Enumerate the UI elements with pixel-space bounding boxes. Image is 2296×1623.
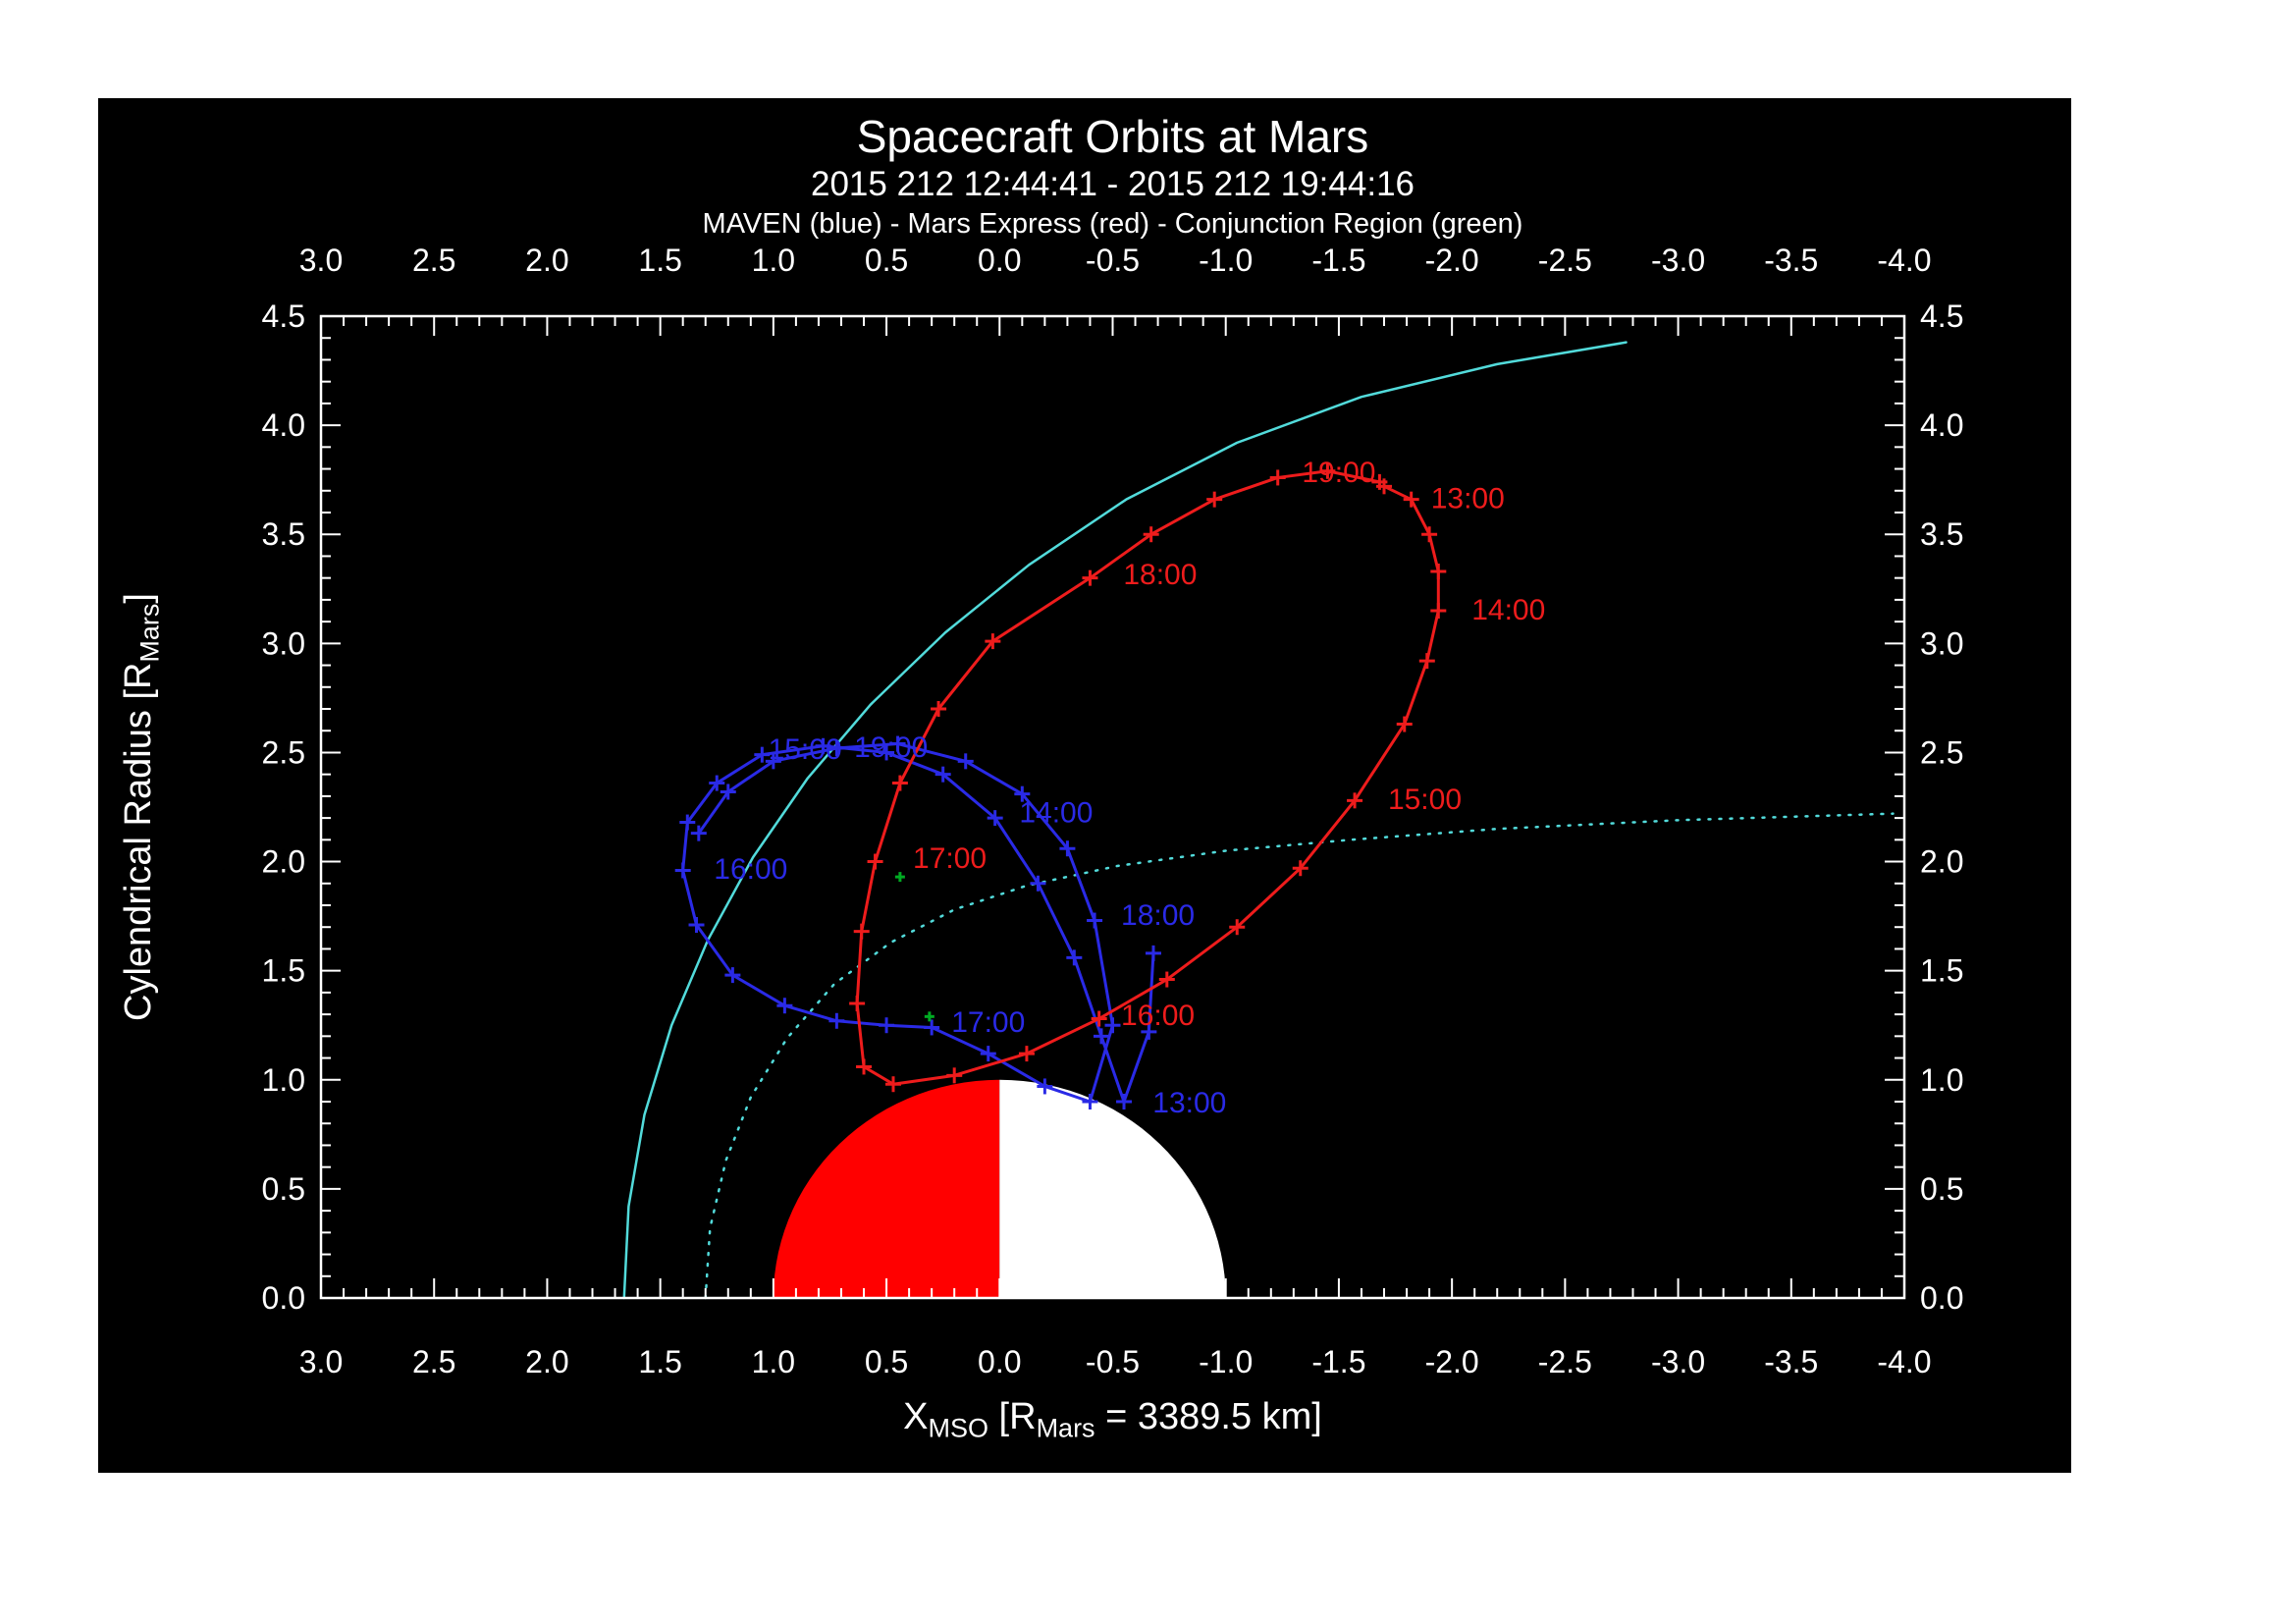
x-tick-label-top: 1.0 [752,243,795,278]
x-tick-label-bottom: 2.5 [412,1344,455,1380]
y-axis-label: Cylendrical Radius [RMars] [118,365,173,1249]
x-tick-label-top: 2.0 [525,243,568,278]
mars-dayside [773,1079,1000,1298]
x-tick-label-bottom: -2.0 [1425,1344,1479,1380]
x-axis-label: XMSO [RMars = 3389.5 km] [321,1396,1904,1444]
y-tick-label-left: 0.5 [262,1171,305,1207]
x-axis-label-mid-sub: Mars [1036,1413,1095,1443]
x-tick-label-bottom: -1.0 [1199,1344,1253,1380]
x-tick-label-bottom: -0.5 [1086,1344,1140,1380]
x-axis-label-main-sub: MSO [928,1413,988,1443]
x-tick-label-top: -1.0 [1199,243,1253,278]
y-tick-label-right: 2.0 [1920,844,1963,880]
x-tick-label-bottom: 0.0 [978,1344,1021,1380]
pileup-boundary [704,812,1895,1300]
mex-orbit [849,462,1447,1093]
x-tick-label-bottom: 2.0 [525,1344,568,1380]
y-tick-label-left: 2.0 [262,844,305,880]
tick-labels: 3.0 3.0 2.5 2.5 2.0 2.0 1.5 1.5 1.0 1.0 0.5 0.5 0.0 0… [262,243,1964,1380]
time-label-maven-orbit: 17:00 [951,1006,1025,1039]
time-label-maven-orbit: 14:00 [1019,796,1093,829]
x-tick-label-top: -3.0 [1651,243,1705,278]
time-label-mex-orbit: 14:00 [1471,594,1545,626]
axis-ticks [320,315,1905,1299]
x-tick-label-top: -2.0 [1425,243,1479,278]
y-tick-label-right: 3.0 [1920,625,1963,661]
legend-line: MAVEN (blue) - Mars Express (red) - Conj… [702,208,1523,240]
y-tick-label-right: 3.5 [1920,516,1963,552]
y-tick-label-left: 3.0 [262,625,305,661]
y-tick-label-right: 4.5 [1920,298,1963,334]
y-tick-label-left: 4.0 [262,407,305,443]
x-tick-label-top: -4.0 [1877,243,1931,278]
time-label-mex-orbit: 13:00 [1431,482,1505,514]
orbit-plot: 3.0 3.0 2.5 2.5 2.0 2.0 1.5 1.5 1.0 1.0 0.5 0.5 0.0 0… [262,243,1964,1380]
y-tick-label-right: 1.5 [1920,953,1963,989]
x-tick-label-top: -0.5 [1086,243,1140,278]
bow-shock-boundary [622,341,1628,1300]
y-axis-label-main: Cylendrical Radius [R [118,662,159,1021]
x-tick-label-bottom: -3.5 [1764,1344,1818,1380]
y-tick-label-left: 3.5 [262,516,305,552]
maven-orbit [674,735,1161,1109]
x-tick-label-top: 0.0 [978,243,1021,278]
time-label-maven-orbit: 13:00 [1152,1087,1226,1119]
y-tick-label-right: 2.5 [1920,734,1963,770]
y-tick-label-left: 0.0 [262,1280,305,1316]
y-tick-label-left: 1.5 [262,953,305,989]
y-tick-label-left: 2.5 [262,734,305,770]
mars-disk [773,1079,1226,1298]
y-tick-label-right: 4.0 [1920,407,1963,443]
time-label-maven-orbit: 16:00 [714,853,787,886]
x-tick-label-top: 3.0 [299,243,343,278]
x-tick-label-top: -1.5 [1311,243,1365,278]
x-tick-label-bottom: 1.0 [752,1344,795,1380]
x-tick-label-bottom: -2.5 [1538,1344,1592,1380]
conjunction-region [894,872,934,1022]
time-label-maven-orbit: 15:00 [769,733,842,766]
x-tick-label-top: 2.5 [412,243,455,278]
time-label-maven-orbit: 19:00 [854,731,928,764]
x-tick-label-bottom: -4.0 [1877,1344,1931,1380]
time-label-mex-orbit: 15:00 [1388,784,1462,816]
x-tick-label-bottom: -1.5 [1311,1344,1365,1380]
mars-nightside [999,1079,1226,1298]
x-tick-label-bottom: 0.5 [865,1344,908,1380]
x-tick-label-top: 1.5 [638,243,681,278]
time-label-mex-orbit: 17:00 [913,842,987,875]
x-tick-label-top: -2.5 [1538,243,1592,278]
x-tick-label-bottom: 3.0 [299,1344,343,1380]
time-range-subtitle: 2015 212 12:44:41 - 2015 212 19:44:16 [811,165,1415,203]
page-title: Spacecraft Orbits at Mars [856,111,1369,162]
time-label-maven-orbit: 18:00 [1121,899,1195,932]
y-tick-label-right: 1.0 [1920,1062,1963,1098]
y-tick-label-right: 0.0 [1920,1280,1963,1316]
x-tick-label-bottom: 1.5 [638,1344,681,1380]
x-tick-label-bottom: -3.0 [1651,1344,1705,1380]
y-tick-label-right: 0.5 [1920,1171,1963,1207]
time-label-mex-orbit: 16:00 [1121,1000,1195,1032]
time-label-mex-orbit: 18:00 [1123,559,1197,591]
x-axis-label-mid: [R [988,1396,1037,1437]
y-tick-label-left: 1.0 [262,1062,305,1098]
y-tick-label-left: 4.5 [262,298,305,334]
y-axis-label-sub: Mars [134,603,165,663]
x-tick-label-top: 0.5 [865,243,908,278]
plot-panel: 3.0 3.0 2.5 2.5 2.0 2.0 1.5 1.5 1.0 1.0 0.5 0.5 0.0 0… [98,98,2071,1473]
x-axis-label-main: X [903,1396,929,1437]
x-tick-label-top: -3.5 [1764,243,1818,278]
x-axis-label-end: = 3389.5 km] [1095,1396,1322,1437]
y-axis-label-end: ] [118,593,159,604]
time-label-mex-orbit: 19:00 [1302,457,1375,489]
